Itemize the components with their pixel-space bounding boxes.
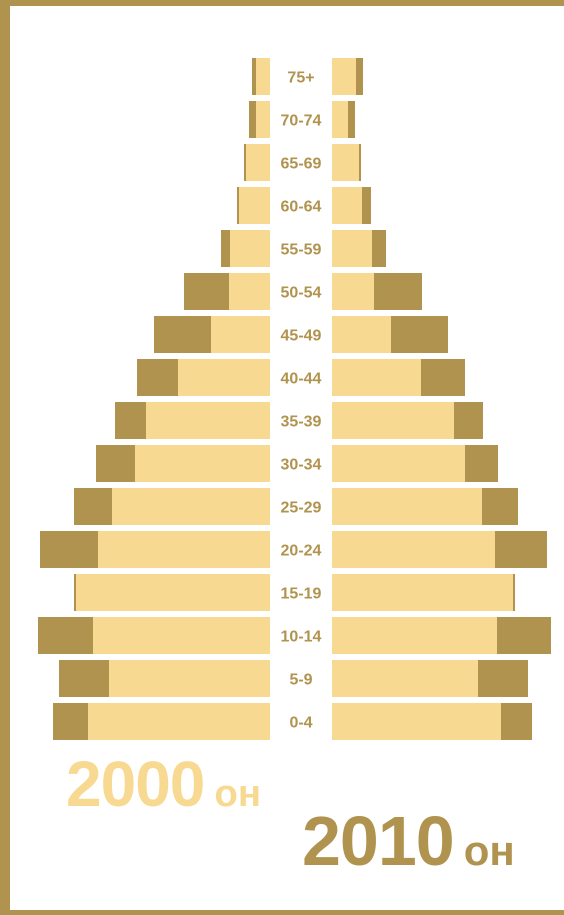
year-label-2000: 2000 он (66, 752, 261, 816)
age-label-10-14: 10-14 (281, 629, 322, 646)
age-label-0-4: 0-4 (289, 715, 312, 732)
bar-2000-10-14-inner (93, 617, 270, 654)
bar-2010-30-34-inner (332, 445, 465, 482)
year-2000-suffix: он (214, 772, 262, 815)
bar-2010-60-64-inner (332, 187, 362, 224)
bar-2000-20-24-inner (98, 531, 270, 568)
age-label-5-9: 5-9 (289, 672, 312, 689)
age-label-50-54: 50-54 (281, 285, 322, 302)
bar-2010-75plus-inner (332, 58, 356, 95)
year-2000-number: 2000 (66, 748, 205, 820)
year-2010-suffix: он (463, 827, 515, 874)
bar-2000-0-4-inner (88, 703, 270, 740)
bars-group (38, 58, 551, 740)
age-label-35-39: 35-39 (281, 414, 322, 431)
age-label-60-64: 60-64 (281, 199, 322, 216)
year-2010-number: 2010 (302, 802, 455, 880)
bar-2010-65-69-inner (332, 144, 359, 181)
bar-2010-0-4-inner (332, 703, 501, 740)
bar-2010-70-74-inner (332, 101, 348, 138)
age-labels-group: 75+ 70-74 65-69 60-64 55-59 50-54 45-49 40-44 35… (281, 70, 322, 732)
bar-2000-5-9-inner (109, 660, 270, 697)
bar-2010-45-49-inner (332, 316, 391, 353)
bar-2010-40-44-inner (332, 359, 421, 396)
bar-2000-65-69-inner (246, 144, 270, 181)
year-label-2010: 2010 он (302, 806, 515, 876)
bar-2000-50-54-inner (229, 273, 270, 310)
age-label-15-19: 15-19 (281, 586, 322, 603)
bar-2000-15-19-inner (76, 574, 270, 611)
bar-2010-50-54-inner (332, 273, 374, 310)
age-label-55-59: 55-59 (281, 242, 322, 259)
age-label-70-74: 70-74 (281, 113, 322, 130)
bar-2000-35-39-inner (146, 402, 270, 439)
age-label-40-44: 40-44 (281, 371, 322, 388)
bar-2000-45-49-inner (211, 316, 270, 353)
bar-2010-15-19-inner (332, 574, 513, 611)
bar-2000-30-34-inner (135, 445, 270, 482)
bar-2000-70-74-inner (256, 101, 270, 138)
age-label-25-29: 25-29 (281, 500, 322, 517)
bar-2010-5-9-inner (332, 660, 478, 697)
bar-2010-35-39-inner (332, 402, 454, 439)
bar-2000-55-59-inner (230, 230, 270, 267)
bar-2000-40-44-inner (178, 359, 270, 396)
bar-2000-60-64-inner (239, 187, 270, 224)
bar-2000-25-29-inner (112, 488, 270, 525)
bar-2010-55-59-inner (332, 230, 372, 267)
age-label-45-49: 45-49 (281, 328, 322, 345)
age-label-65-69: 65-69 (281, 156, 322, 173)
bar-2010-20-24-inner (332, 531, 495, 568)
bar-2010-25-29-inner (332, 488, 482, 525)
bar-2000-75plus-inner (256, 58, 270, 95)
age-label-20-24: 20-24 (281, 543, 322, 560)
age-label-30-34: 30-34 (281, 457, 322, 474)
age-label-75plus: 75+ (287, 70, 314, 87)
bar-2010-10-14-inner (332, 617, 497, 654)
